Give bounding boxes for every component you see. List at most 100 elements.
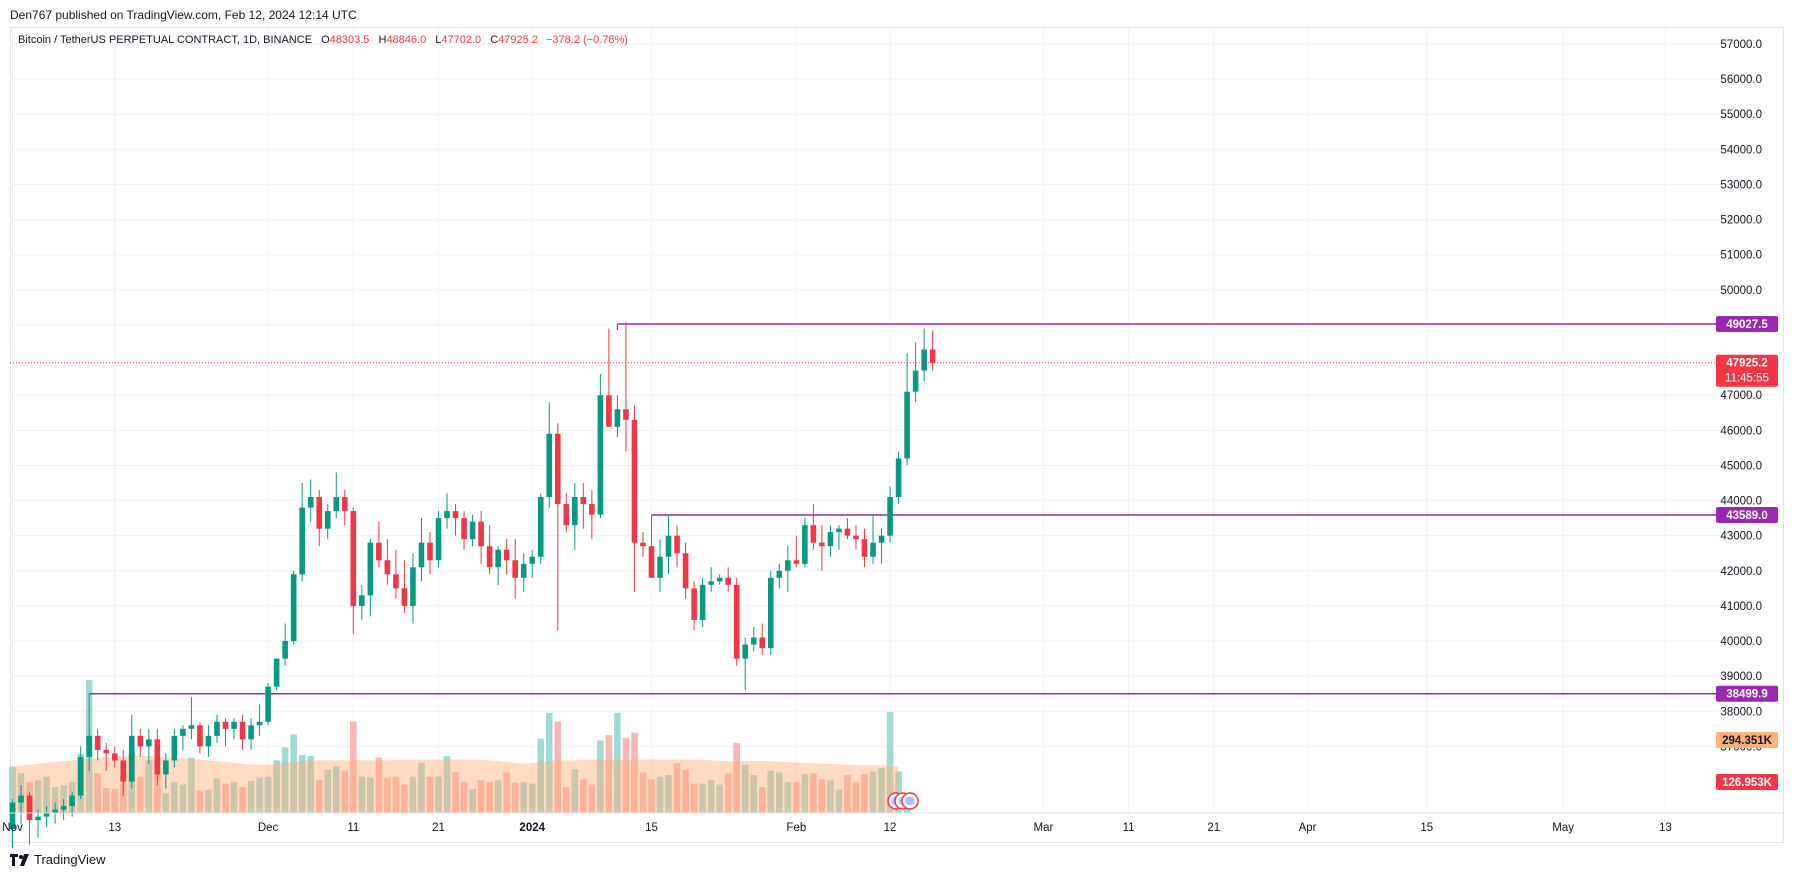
candle-body xyxy=(410,567,416,606)
legend-low-value: 47702.0 xyxy=(441,34,482,46)
candle-body xyxy=(776,570,783,578)
volume-bar xyxy=(835,789,843,813)
candle-body xyxy=(35,816,41,821)
legend-open-label: O xyxy=(321,34,330,46)
y-tick-label: 53000.0 xyxy=(1720,179,1762,191)
volume-bar xyxy=(622,737,630,813)
volume-bar xyxy=(256,777,263,813)
candle-body xyxy=(921,349,927,371)
volume-bar xyxy=(733,743,740,813)
x-tick-label: 21 xyxy=(1207,822,1220,834)
level-price-label: 38499.9 xyxy=(1726,689,1768,701)
candle-body xyxy=(725,577,731,585)
x-tick-label: May xyxy=(1552,822,1574,834)
tradingview-logo[interactable]: TradingView xyxy=(10,852,106,867)
volume-bar xyxy=(9,766,16,813)
candle-body xyxy=(631,419,638,543)
x-tick-label: Dec xyxy=(258,822,279,834)
legend-close-value: 47925.2 xyxy=(498,34,538,46)
legend-open-value: 48303.5 xyxy=(329,34,370,46)
y-tick-label: 45000.0 xyxy=(1720,460,1762,472)
legend-change: −378.2 (−0.78%) xyxy=(546,34,628,46)
candle-body xyxy=(273,658,280,687)
candle-body xyxy=(9,802,16,829)
candle-body xyxy=(256,721,263,726)
volume-bar xyxy=(324,769,332,813)
candle-body xyxy=(733,584,740,659)
y-tick-label: 42000.0 xyxy=(1720,566,1762,578)
volume-bar xyxy=(503,772,510,813)
volume-bar xyxy=(477,780,485,813)
volume-bar xyxy=(384,777,391,813)
volume-bar xyxy=(222,783,229,813)
candle-body xyxy=(810,525,817,543)
current-price-label: 47925.2 xyxy=(1726,358,1768,370)
volume-bar xyxy=(179,784,187,813)
level-price-label: 43589.0 xyxy=(1726,510,1768,522)
candle-body xyxy=(887,497,893,536)
volume-bar xyxy=(469,788,476,813)
x-tick-label: 11 xyxy=(1123,822,1135,834)
tradingview-logo-text: TradingView xyxy=(34,852,106,867)
candle-body xyxy=(18,795,24,803)
chart-frame xyxy=(10,27,1784,843)
candle-body xyxy=(452,511,459,519)
volume-bar xyxy=(895,771,902,813)
candle-body xyxy=(94,735,101,750)
volume-bar xyxy=(554,721,562,813)
candle-body xyxy=(546,433,553,498)
volume-bar xyxy=(818,779,826,813)
level-price-label: 49027.5 xyxy=(1726,319,1768,331)
candle-body xyxy=(146,739,152,747)
candle-body xyxy=(376,542,382,561)
candle-body xyxy=(282,641,288,659)
candle-body xyxy=(759,637,766,649)
candle-body xyxy=(239,721,246,740)
volume-bar xyxy=(171,781,178,813)
candle-body xyxy=(52,809,58,814)
current-price-bg xyxy=(1716,354,1778,387)
volume-bar xyxy=(94,773,101,813)
volume-bar xyxy=(767,770,775,813)
candle-body xyxy=(154,739,161,775)
volume-bar xyxy=(656,776,664,813)
candle-body xyxy=(503,549,510,561)
volume-bar xyxy=(886,711,894,813)
publish-line: Den767 published on TradingView.com, Feb… xyxy=(10,8,357,22)
candle-body xyxy=(197,725,203,747)
candle-body xyxy=(691,588,697,620)
volume-bar xyxy=(452,772,459,813)
candle-body xyxy=(427,542,433,561)
volume-bar xyxy=(511,782,519,813)
volume-bar xyxy=(793,781,800,813)
y-tick-label: 50000.0 xyxy=(1720,285,1762,297)
volume-bar xyxy=(486,781,493,813)
volume-bar xyxy=(290,734,297,813)
candle-body xyxy=(537,497,544,557)
candle-body xyxy=(554,433,561,505)
candle-body xyxy=(469,521,476,540)
candle-body xyxy=(878,535,885,543)
candle-body xyxy=(265,686,271,722)
volume-bar xyxy=(580,779,587,813)
tradingview-logo-icon xyxy=(10,853,29,866)
candle-body xyxy=(623,409,629,420)
candle-body xyxy=(418,542,425,568)
candle-body xyxy=(111,753,118,761)
candle-body xyxy=(60,806,67,810)
volume-bar xyxy=(460,781,468,813)
volume-bar xyxy=(188,757,195,813)
volume-bar xyxy=(426,776,434,813)
candle-body xyxy=(895,458,902,498)
y-tick-label: 40000.0 xyxy=(1720,636,1762,648)
x-tick-label: 13 xyxy=(1659,822,1672,834)
volume-bar xyxy=(230,781,238,813)
y-tick-label: 39000.0 xyxy=(1720,671,1762,683)
level-price-label-bg xyxy=(1716,315,1778,332)
volume-bar xyxy=(537,738,545,813)
y-tick-label: 56000.0 xyxy=(1720,74,1762,86)
candle-body xyxy=(699,584,706,620)
volume-bar xyxy=(673,762,681,813)
volume-bar xyxy=(869,771,877,813)
